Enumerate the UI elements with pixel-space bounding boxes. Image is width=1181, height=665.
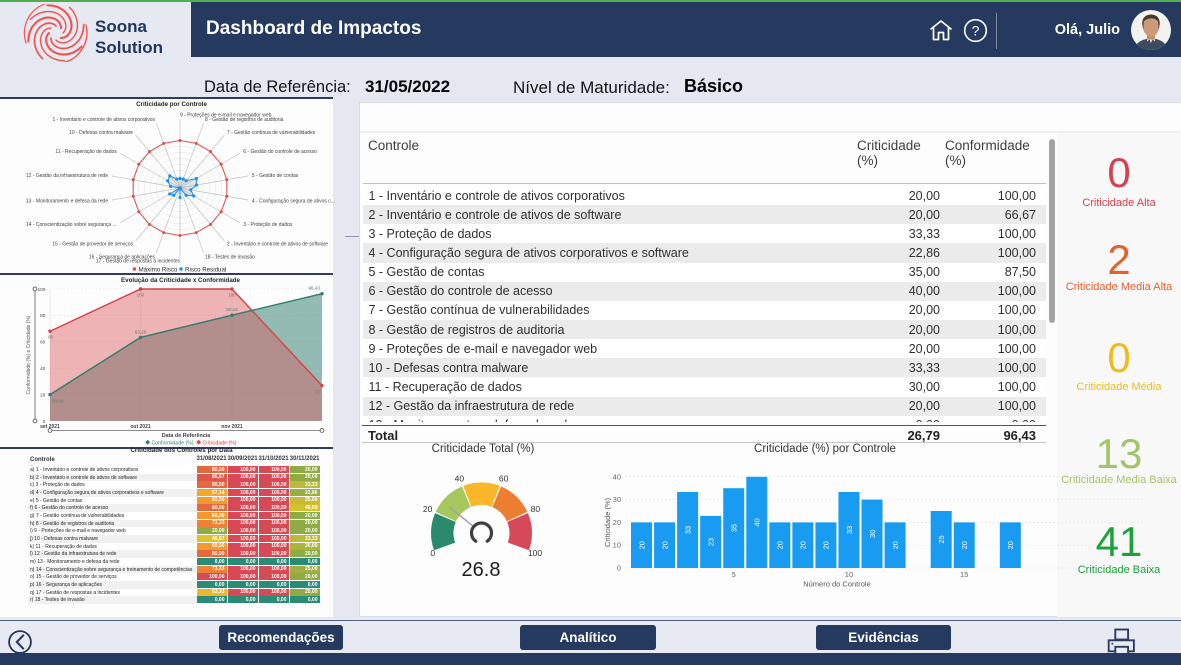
svg-text:6 - Gestão do controle de aces: 6 - Gestão do controle de acesso [243, 149, 317, 155]
svg-text:4 - Configuração segura de ati: 4 - Configuração segura de ativos c... [252, 198, 335, 204]
svg-text:?: ? [972, 23, 980, 39]
svg-text:60: 60 [40, 340, 46, 345]
svg-text:17 - Gestão de respostas a inc: 17 - Gestão de respostas a incidentes [96, 259, 181, 265]
svg-text:100: 100 [137, 293, 145, 298]
svg-text:Data de Referência: Data de Referência [162, 433, 212, 439]
svg-text:2 - Inventário e controle de a: 2 - Inventário e controle de ativos de s… [227, 242, 328, 248]
svg-text:60: 60 [499, 473, 509, 483]
svg-text:10 - Defesas contra malware: 10 - Defesas contra malware [69, 130, 133, 136]
svg-text:20: 20 [960, 541, 969, 549]
svg-text:9 - Proteções de e-mail e nave: 9 - Proteções de e-mail e navegador web [180, 113, 272, 119]
svg-text:nov 2021: nov 2021 [221, 424, 243, 430]
svg-text:10: 10 [845, 570, 853, 579]
svg-text:20: 20 [637, 541, 646, 549]
svg-text:100: 100 [38, 287, 46, 292]
svg-text:100: 100 [528, 548, 542, 558]
svg-text:20: 20 [423, 504, 433, 514]
svg-text:out 2021: out 2021 [130, 424, 151, 430]
svg-text:30: 30 [868, 530, 877, 538]
svg-text:Máximo Risco: Máximo Risco [139, 267, 178, 274]
svg-text:set 2021: set 2021 [40, 424, 60, 430]
svg-text:40: 40 [40, 366, 46, 371]
svg-text:15 - Gestão de provedor de ser: 15 - Gestão de provedor de serviços [52, 242, 133, 248]
svg-text:80,16: 80,16 [226, 307, 238, 312]
svg-text:10: 10 [613, 541, 621, 550]
svg-text:33: 33 [683, 526, 692, 534]
svg-text:80: 80 [531, 504, 541, 514]
svg-text:20: 20 [776, 541, 785, 549]
svg-text:3 - Proteção de dados: 3 - Proteção de dados [243, 222, 293, 228]
svg-text:100: 100 [228, 293, 236, 298]
svg-text:15: 15 [960, 570, 968, 579]
svg-text:0: 0 [430, 548, 435, 558]
svg-text:20: 20 [1006, 541, 1015, 549]
svg-text:20: 20 [891, 541, 900, 549]
svg-text:Criticidade (%): Criticidade (%) [603, 497, 612, 547]
svg-text:1 - Inventário e controle de a: 1 - Inventário e controle de ativos corp… [52, 117, 155, 123]
svg-text:16 - Segurança de aplicações: 16 - Segurança de aplicações [89, 254, 156, 260]
svg-text:30: 30 [613, 495, 621, 504]
svg-text:Risco Residual: Risco Residual [185, 267, 226, 274]
svg-text:20: 20 [613, 518, 621, 527]
svg-text:20: 20 [822, 541, 831, 549]
svg-text:Criticidade (%): Criticidade (%) [203, 441, 237, 447]
svg-text:20: 20 [799, 541, 808, 549]
svg-text:25: 25 [937, 535, 946, 543]
svg-text:80: 80 [40, 313, 46, 318]
svg-text:20,00: 20,00 [52, 399, 64, 404]
svg-text:23: 23 [706, 538, 715, 546]
svg-text:14 - Conscientização sobre seg: 14 - Conscientização sobre segurança ... [26, 222, 117, 228]
svg-text:Número do Controle: Número do Controle [803, 580, 871, 589]
svg-text:63,29: 63,29 [135, 329, 147, 334]
svg-text:27: 27 [315, 390, 321, 395]
svg-text:Conformidade (%): Conformidade (%) [152, 441, 194, 447]
svg-text:11 - Recuperação de dados: 11 - Recuperação de dados [55, 149, 117, 155]
svg-text:5: 5 [732, 570, 736, 579]
svg-text:20: 20 [40, 392, 46, 397]
svg-text:20: 20 [660, 541, 669, 549]
svg-text:96,43: 96,43 [309, 286, 321, 291]
svg-text:12 - Gestão da infraestrutura: 12 - Gestão da infraestrutura de rede [26, 173, 108, 179]
svg-text:40: 40 [613, 472, 621, 481]
svg-text:13 - Monitoramento e defesa da: 13 - Monitoramento e defesa da rede [26, 198, 108, 204]
svg-text:7 - Gestão contínua de vulnera: 7 - Gestão contínua de vulnerabilidades [227, 130, 316, 136]
svg-text:0: 0 [43, 419, 46, 424]
svg-text:35: 35 [730, 524, 739, 532]
svg-text:8 - Gestão de registros de aud: 8 - Gestão de registros de auditoria [205, 117, 284, 123]
svg-text:33: 33 [845, 526, 854, 534]
svg-text:0: 0 [617, 564, 621, 573]
svg-text:40: 40 [455, 473, 465, 483]
svg-text:5 - Gestão de contas: 5 - Gestão de contas [252, 173, 299, 179]
svg-text:Conformidade (%) e Criticidade: Conformidade (%) e Criticidade (%) [26, 315, 32, 394]
svg-text:18 - Testes de invasão: 18 - Testes de invasão [205, 254, 255, 260]
svg-text:40: 40 [753, 518, 762, 526]
svg-text:68: 68 [48, 335, 54, 340]
